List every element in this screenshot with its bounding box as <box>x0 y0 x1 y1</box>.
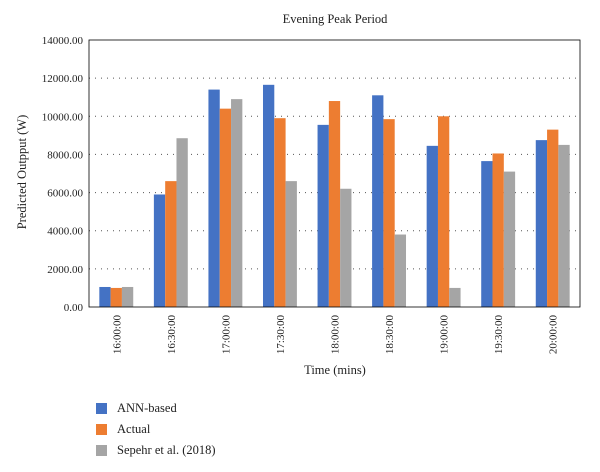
plot-area-border <box>88 39 581 308</box>
y-tick-labels: 0.00 2000.00 4000.00 6000.00 8000.00 10000.00… <box>42 35 84 314</box>
bar-actual-1 <box>165 181 177 307</box>
legend-swatch-ann <box>96 403 107 414</box>
x-tick-label: 18:00:00 <box>330 315 342 355</box>
legend: ANN-based Actual Sepehr et al. (2018) <box>96 398 216 461</box>
x-tick-label: 17:30:00 <box>275 315 287 355</box>
y-tick-label: 10000.00 <box>42 111 84 123</box>
legend-item-actual: Actual <box>96 419 216 440</box>
y-tick-label: 8000.00 <box>47 149 83 161</box>
bar-sepehr-et-al-2018-6 <box>449 287 461 307</box>
x-tick-label: 17:00:00 <box>220 315 232 355</box>
bar-ann-based-6 <box>426 145 438 307</box>
bar-actual-8 <box>547 129 559 307</box>
bar-actual-6 <box>437 116 450 308</box>
bar-actual-4 <box>328 101 341 308</box>
bar-ann-based-0 <box>99 286 111 307</box>
y-tick-label: 2000.00 <box>47 264 83 276</box>
bar-sepehr-et-al-2018-2 <box>231 99 243 307</box>
bar-sepehr-et-al-2018-4 <box>340 188 352 307</box>
legend-item-ann: ANN-based <box>96 398 216 419</box>
x-tick-label: 18:30:00 <box>384 315 396 355</box>
bars <box>99 84 570 308</box>
bar-actual-2 <box>219 108 232 308</box>
bar-ann-based-5 <box>372 95 384 307</box>
y-tick-label: 12000.00 <box>42 73 84 85</box>
x-axis-label: Time (mins) <box>304 363 366 377</box>
bar-actual-5 <box>383 119 395 308</box>
y-axis-label: Predicted Outpput (W) <box>15 115 29 230</box>
bar-ann-based-7 <box>481 161 493 307</box>
bar-sepehr-et-al-2018-7 <box>503 171 516 307</box>
bar-ann-based-1 <box>153 194 166 307</box>
bar-actual-3 <box>274 118 286 307</box>
x-tick-label: 20:00:00 <box>548 315 560 355</box>
x-tick-label: 16:30:00 <box>166 315 178 355</box>
bar-actual-7 <box>492 153 504 307</box>
x-tick-label: 19:30:00 <box>493 315 505 355</box>
chart-title: Evening Peak Period <box>283 12 389 26</box>
x-tick-label: 19:00:00 <box>439 315 451 355</box>
y-tick-label: 14000.00 <box>42 35 84 47</box>
legend-swatch-actual <box>96 424 107 435</box>
x-tick-labels: 16:00:00 16:30:00 17:00:00 17:30:00 18:00:00… <box>111 315 559 355</box>
legend-item-sepehr: Sepehr et al. (2018) <box>96 440 216 461</box>
bar-sepehr-et-al-2018-1 <box>176 138 188 307</box>
x-tick-label: 16:00:00 <box>111 315 123 355</box>
y-tick-label: 6000.00 <box>47 188 83 200</box>
bar-ann-based-2 <box>208 89 220 307</box>
legend-label-sepehr: Sepehr et al. (2018) <box>117 443 216 457</box>
bar-actual-0 <box>110 287 122 307</box>
bar-sepehr-et-al-2018-8 <box>558 144 570 307</box>
y-tick-label: 4000.00 <box>47 226 83 238</box>
legend-swatch-sepehr <box>96 445 107 456</box>
legend-label-actual: Actual <box>117 422 151 436</box>
bar-sepehr-et-al-2018-5 <box>394 234 407 307</box>
bar-ann-based-4 <box>317 124 329 307</box>
y-tick-label: 0.00 <box>64 302 84 314</box>
bar-ann-based-3 <box>262 84 275 307</box>
legend-label-ann: ANN-based <box>117 401 177 415</box>
bar-sepehr-et-al-2018-0 <box>121 286 134 307</box>
bar-sepehr-et-al-2018-3 <box>285 181 297 307</box>
bar-ann-based-8 <box>535 140 548 307</box>
